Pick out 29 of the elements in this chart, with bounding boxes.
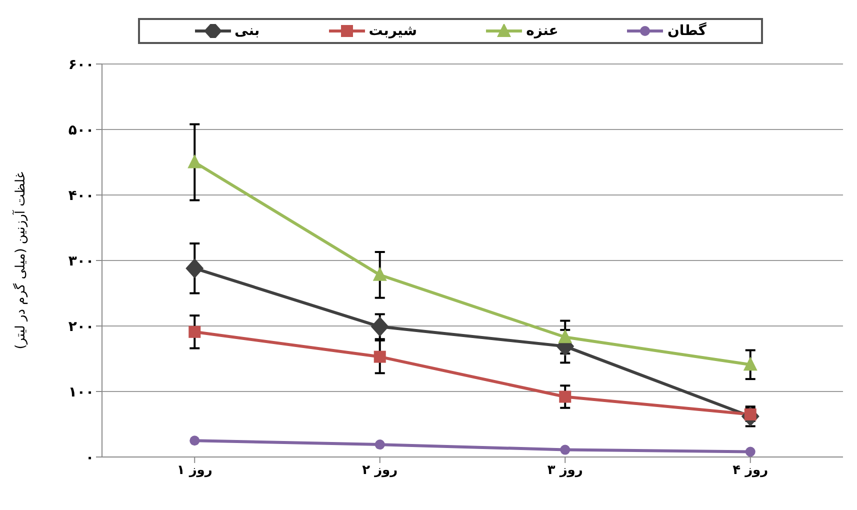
point	[559, 390, 572, 403]
point	[374, 440, 385, 450]
x-tick-label: روز ۴	[732, 463, 768, 478]
point	[188, 154, 202, 168]
point	[560, 444, 570, 455]
legend-label: شیربت	[368, 23, 418, 39]
legend-label: گطان	[667, 23, 706, 39]
x-tick-label: روز ۱	[176, 463, 212, 478]
y-tick-label: ۴۰۰	[68, 188, 94, 204]
point	[190, 436, 200, 446]
x-tick-label: روز ۲	[362, 463, 398, 478]
y-tick-label: ۰	[85, 450, 94, 466]
point	[370, 316, 389, 337]
x-tick-label: روز ۳	[547, 463, 583, 478]
y-tick-label: ۶۰۰	[68, 56, 94, 73]
legend-label: بنی	[234, 23, 260, 39]
y-axis-title: غلظت آرزنین (میلی گرم در لیتر)	[12, 172, 29, 350]
point	[743, 356, 758, 371]
y-tick-label: ۲۰۰	[68, 318, 94, 335]
point	[186, 258, 204, 278]
y-tick-label: ۱۰۰	[68, 384, 94, 400]
point	[374, 350, 386, 363]
point	[188, 326, 201, 338]
point	[372, 266, 387, 281]
point	[745, 446, 756, 457]
point	[558, 329, 572, 344]
y-tick-label: ۵۰۰	[68, 122, 94, 138]
y-tick-label: ۳۰۰	[68, 253, 94, 270]
legend-label: عنزه	[526, 23, 558, 39]
